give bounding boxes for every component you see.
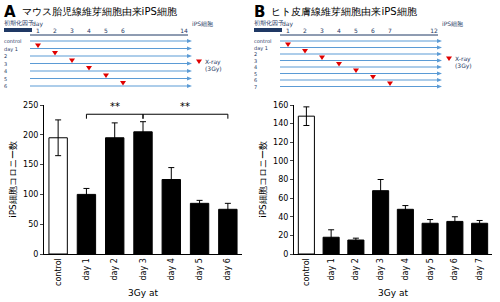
svg-text:control: control xyxy=(54,258,63,286)
svg-text:5: 5 xyxy=(104,27,108,34)
svg-text:160: 160 xyxy=(273,101,288,110)
svg-text:4: 4 xyxy=(337,27,341,34)
html-text:A マウス胎児線維芽細胞由来iPS細胞: A マウス胎児線維芽細胞由来iPS細胞 xyxy=(4,2,177,21)
svg-text:day 1: day 1 xyxy=(4,46,18,53)
svg-text:iPS細胞: iPS細胞 xyxy=(192,20,213,27)
svg-text:5: 5 xyxy=(4,76,7,82)
svg-text:day: day xyxy=(32,20,43,27)
svg-text:day 3: day 3 xyxy=(376,258,385,280)
svg-text:5: 5 xyxy=(254,71,257,77)
svg-text:4: 4 xyxy=(4,68,7,74)
svg-text:day 7: day 7 xyxy=(475,258,484,280)
svg-text:control: control xyxy=(302,258,311,286)
svg-text:100: 100 xyxy=(273,157,288,166)
svg-text:day 4: day 4 xyxy=(401,258,410,280)
svg-text:100: 100 xyxy=(23,190,38,199)
svg-text:200: 200 xyxy=(23,131,38,140)
svg-text:day 1: day 1 xyxy=(254,44,268,51)
svg-text:3Gy at: 3Gy at xyxy=(128,288,158,298)
html-text:B ヒト皮膚線維芽細胞由来iPS細胞: B ヒト皮膚線維芽細胞由来iPS細胞 xyxy=(254,2,417,21)
svg-text:6: 6 xyxy=(121,27,125,34)
svg-text:day 6: day 6 xyxy=(450,258,459,280)
svg-text:初期化因子: 初期化因子 xyxy=(254,19,284,26)
svg-text:day 1: day 1 xyxy=(327,258,336,280)
svg-text:2: 2 xyxy=(4,53,7,59)
svg-text:day: day xyxy=(282,20,293,27)
svg-text:50: 50 xyxy=(28,220,38,229)
svg-text:(3Gy): (3Gy) xyxy=(455,62,472,70)
svg-text:20: 20 xyxy=(278,231,288,240)
svg-text:(3Gy): (3Gy) xyxy=(205,65,222,73)
svg-text:80: 80 xyxy=(278,175,288,184)
svg-text:X-ray: X-ray xyxy=(205,57,221,65)
svg-text:iPS細胞コロニー数: iPS細胞コロニー数 xyxy=(258,141,268,218)
svg-text:1: 1 xyxy=(286,27,290,34)
svg-text:3: 3 xyxy=(4,61,7,67)
svg-text:day 3: day 3 xyxy=(139,258,148,280)
svg-text:120: 120 xyxy=(273,138,288,147)
svg-text:3: 3 xyxy=(254,58,257,64)
svg-text:**: ** xyxy=(110,101,120,112)
svg-text:3: 3 xyxy=(320,27,324,34)
svg-text:day 2: day 2 xyxy=(351,258,360,280)
svg-text:12: 12 xyxy=(430,27,438,34)
svg-text:3Gy at: 3Gy at xyxy=(378,288,408,298)
svg-text:2: 2 xyxy=(303,27,307,34)
svg-text:60: 60 xyxy=(278,194,288,203)
svg-text:day 6: day 6 xyxy=(223,258,232,280)
svg-text:初期化因子: 初期化因子 xyxy=(4,19,34,26)
svg-text:1: 1 xyxy=(36,27,40,34)
svg-text:day 4: day 4 xyxy=(167,258,176,280)
svg-text:0: 0 xyxy=(33,250,38,259)
svg-text:14: 14 xyxy=(180,27,188,34)
svg-text:40: 40 xyxy=(278,213,288,222)
svg-text:day 1: day 1 xyxy=(82,258,91,280)
svg-text:day 5: day 5 xyxy=(426,258,435,280)
svg-text:3: 3 xyxy=(70,27,74,34)
svg-text:250: 250 xyxy=(23,101,38,110)
svg-text:X-ray: X-ray xyxy=(455,54,471,62)
svg-text:control: control xyxy=(4,38,21,44)
svg-text:6: 6 xyxy=(254,77,257,83)
svg-text:0: 0 xyxy=(283,250,288,259)
svg-text:2: 2 xyxy=(254,51,257,57)
svg-text:150: 150 xyxy=(23,160,38,169)
svg-text:2: 2 xyxy=(53,27,57,34)
svg-text:6: 6 xyxy=(4,83,7,89)
svg-text:iPS細胞: iPS細胞 xyxy=(442,20,463,27)
svg-text:4: 4 xyxy=(254,64,257,70)
svg-text:day 2: day 2 xyxy=(110,258,119,280)
svg-text:**: ** xyxy=(180,101,190,112)
svg-text:7: 7 xyxy=(388,27,392,34)
svg-text:iPS細胞コロニー数: iPS細胞コロニー数 xyxy=(8,141,18,218)
svg-text:5: 5 xyxy=(354,27,358,34)
svg-text:4: 4 xyxy=(87,27,91,34)
svg-text:6: 6 xyxy=(371,27,375,34)
svg-text:control: control xyxy=(254,38,271,44)
svg-text:140: 140 xyxy=(273,119,288,128)
svg-text:7: 7 xyxy=(254,84,257,90)
svg-text:day 5: day 5 xyxy=(195,258,204,280)
